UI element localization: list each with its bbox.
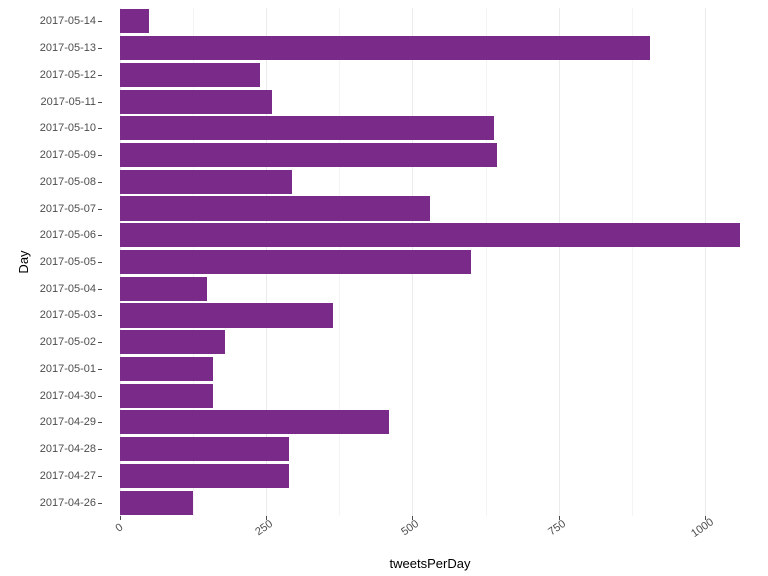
bar (120, 491, 193, 515)
bar (120, 384, 214, 408)
y-tick-label: 2017-05-04 (40, 283, 102, 295)
y-tick-label: 2017-04-28 (40, 443, 102, 455)
bar (120, 36, 650, 60)
bar (120, 196, 430, 220)
gridline-major (559, 8, 560, 516)
y-tick-label: 2017-05-02 (40, 336, 102, 348)
x-tick-label: 250 (253, 518, 275, 538)
x-tick-label: 750 (546, 518, 568, 538)
y-tick-label: 2017-04-27 (40, 470, 102, 482)
y-tick-label: 2017-05-01 (40, 363, 102, 375)
x-tick-mark (120, 516, 121, 520)
x-axis-title: tweetsPerDay (390, 556, 471, 571)
bar (120, 357, 214, 381)
bar (120, 143, 498, 167)
y-axis-title: Day (16, 250, 31, 273)
bar (120, 464, 290, 488)
y-tick-label: 2017-05-14 (40, 15, 102, 27)
y-tick-label: 2017-05-12 (40, 69, 102, 81)
bar (120, 63, 261, 87)
y-tick-label: 2017-05-13 (40, 42, 102, 54)
bar (120, 170, 293, 194)
y-tick-label: 2017-04-30 (40, 390, 102, 402)
plot-area: 025050075010002017-05-142017-05-132017-0… (102, 8, 758, 516)
gridline-major (705, 8, 706, 516)
y-tick-label: 2017-05-07 (40, 203, 102, 215)
bar (120, 437, 290, 461)
y-tick-label: 2017-05-11 (41, 96, 102, 108)
gridline-minor (486, 8, 487, 516)
y-tick-label: 2017-04-29 (40, 416, 102, 428)
bar (120, 9, 149, 33)
y-tick-label: 2017-04-26 (40, 497, 102, 509)
y-tick-label: 2017-05-09 (40, 149, 102, 161)
y-tick-label: 2017-05-06 (40, 229, 102, 241)
chart-container: 0 250 500 750 1000 2017-05-14 2017-05-13 2017-0… (0, 0, 768, 576)
x-tick-label: 0 (113, 521, 125, 534)
y-tick-label: 2017-05-10 (40, 122, 102, 134)
x-tick-label: 500 (400, 518, 422, 538)
bar (120, 90, 272, 114)
bar (120, 250, 471, 274)
y-tick-label: 2017-05-08 (40, 176, 102, 188)
y-tick-label: 2017-05-03 (40, 309, 102, 321)
bar (120, 223, 741, 247)
bar (120, 303, 334, 327)
bar (120, 410, 389, 434)
x-tick-label: 1000 (689, 516, 716, 540)
y-tick-label: 2017-05-05 (40, 256, 102, 268)
bar (120, 277, 208, 301)
bar (120, 116, 495, 140)
bar (120, 330, 225, 354)
gridline-minor (632, 8, 633, 516)
